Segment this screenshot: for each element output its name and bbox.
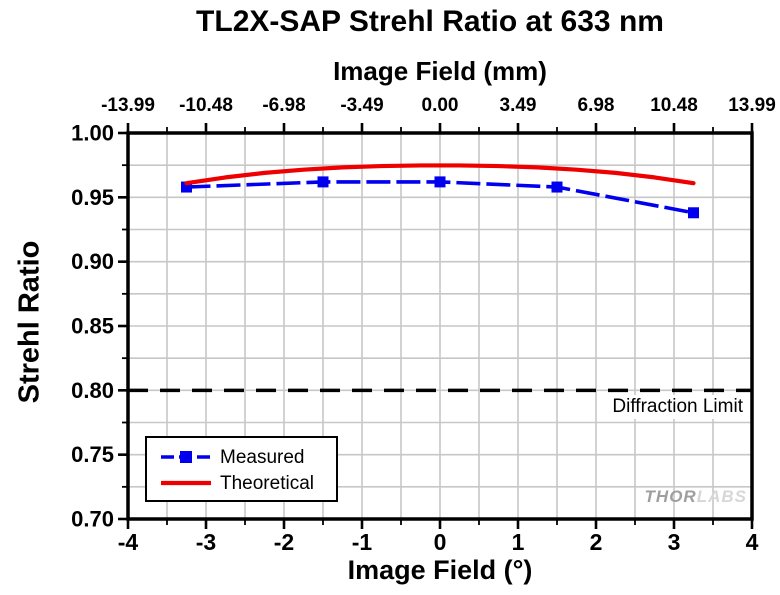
svg-text:0.70: 0.70 bbox=[71, 507, 114, 532]
legend: Measured Theoretical bbox=[145, 436, 338, 502]
bottom-tick-labels: -4 -3 -2 -1 0 1 2 3 4 bbox=[118, 529, 759, 555]
bottom-axis-label: Image Field (°) bbox=[347, 555, 533, 585]
measured-line-sample-icon bbox=[160, 449, 212, 465]
svg-text:4: 4 bbox=[746, 529, 759, 555]
svg-text:-6.98: -6.98 bbox=[262, 95, 305, 116]
legend-label-theoretical: Theoretical bbox=[220, 472, 314, 494]
svg-text:-10.48: -10.48 bbox=[179, 95, 233, 116]
svg-text:0.95: 0.95 bbox=[71, 185, 114, 210]
svg-text:13.99: 13.99 bbox=[728, 95, 776, 116]
theoretical-series bbox=[184, 163, 696, 186]
plot-frame bbox=[126, 131, 754, 521]
top-axis-label: Image Field (mm) bbox=[333, 56, 547, 86]
legend-row-theoretical: Theoretical bbox=[160, 470, 336, 496]
svg-text:3.49: 3.49 bbox=[500, 95, 537, 116]
svg-text:0.90: 0.90 bbox=[71, 249, 114, 274]
svg-text:10.48: 10.48 bbox=[650, 95, 698, 116]
svg-text:1.00: 1.00 bbox=[71, 121, 114, 146]
svg-text:-1: -1 bbox=[352, 529, 373, 555]
thorlabs-logo-labs: LABS bbox=[696, 487, 747, 506]
svg-text:0: 0 bbox=[434, 529, 447, 555]
chart-title: TL2X-SAP Strehl Ratio at 633 nm bbox=[196, 5, 664, 38]
svg-text:0.80: 0.80 bbox=[71, 378, 114, 403]
svg-text:0.85: 0.85 bbox=[71, 314, 114, 339]
thorlabs-logo: THORLABS bbox=[645, 487, 747, 507]
svg-text:1: 1 bbox=[512, 529, 525, 555]
svg-text:6.98: 6.98 bbox=[578, 95, 615, 116]
svg-text:0.00: 0.00 bbox=[422, 95, 459, 116]
svg-text:2: 2 bbox=[590, 529, 603, 555]
svg-text:-3: -3 bbox=[196, 529, 216, 555]
legend-label-measured: Measured bbox=[220, 446, 305, 468]
measured-series bbox=[181, 176, 699, 219]
svg-text:3: 3 bbox=[668, 529, 681, 555]
diffraction-limit-label: Diffraction Limit bbox=[608, 395, 747, 419]
theoretical-line-sample-icon bbox=[160, 475, 212, 491]
svg-text:-4: -4 bbox=[118, 529, 139, 555]
thorlabs-logo-thor: THOR bbox=[644, 487, 697, 506]
svg-text:-3.49: -3.49 bbox=[340, 95, 383, 116]
svg-text:-13.99: -13.99 bbox=[101, 95, 155, 116]
left-tick-labels: 1.00 0.95 0.90 0.85 0.80 0.75 0.70 bbox=[71, 121, 114, 532]
svg-text:-2: -2 bbox=[274, 529, 294, 555]
svg-text:0.75: 0.75 bbox=[71, 442, 114, 467]
top-tick-labels: -13.99 -10.48 -6.98 -3.49 0.00 3.49 6.98 10.48 1… bbox=[101, 95, 776, 116]
legend-row-measured: Measured bbox=[160, 444, 336, 470]
